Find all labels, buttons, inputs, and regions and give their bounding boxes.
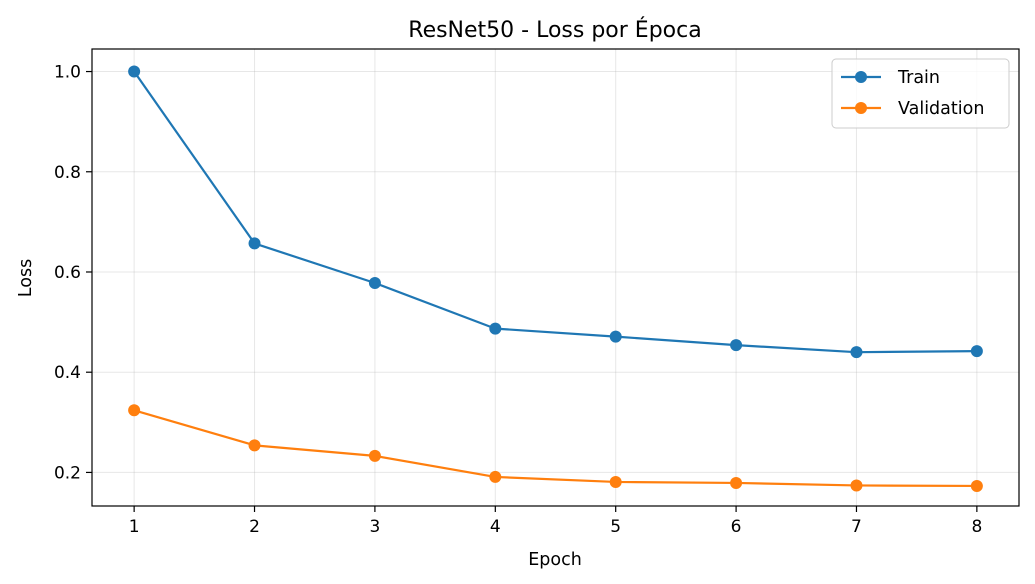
validation-point — [970, 479, 983, 492]
train-point — [609, 330, 622, 343]
train-point — [730, 339, 743, 352]
validation-series-line — [133, 409, 977, 488]
validation-point — [609, 475, 622, 488]
train-point — [970, 345, 983, 358]
x-axis-label: Epoch — [528, 550, 582, 570]
x-tick-label: 1 — [129, 517, 140, 537]
x-axis: 1 2 3 4 5 6 7 8 — [129, 506, 982, 537]
legend: Train Validation — [831, 58, 1010, 129]
validation-point — [489, 470, 502, 483]
validation-point — [850, 479, 863, 492]
validation-point — [128, 404, 141, 417]
validation-point — [730, 476, 743, 489]
train-point — [128, 65, 141, 78]
train-point — [489, 322, 502, 335]
train-series-line — [133, 70, 977, 354]
legend-validation-marker — [855, 102, 867, 114]
x-tick-label: 4 — [490, 517, 501, 537]
legend-validation-label: Validation — [898, 99, 984, 119]
train-point — [850, 346, 863, 359]
plot-frame — [91, 48, 1020, 507]
y-axis-label: Loss — [16, 259, 36, 297]
y-tick-label: 0.2 — [54, 463, 81, 483]
x-tick-label: 6 — [731, 517, 742, 537]
validation-point — [368, 449, 381, 462]
y-tick-label: 0.8 — [54, 163, 81, 183]
plot-series — [128, 65, 983, 492]
legend-train-label: Train — [897, 68, 940, 88]
validation-point — [248, 439, 261, 452]
x-tick-label: 2 — [249, 517, 260, 537]
y-tick-label: 0.4 — [54, 363, 81, 383]
train-point — [368, 277, 381, 290]
y-tick-label: 0.6 — [54, 263, 81, 283]
legend-train-marker — [855, 71, 867, 83]
x-tick-label: 3 — [370, 517, 381, 537]
x-tick-label: 7 — [851, 517, 862, 537]
x-tick-label: 8 — [971, 517, 982, 537]
x-tick-label: 5 — [610, 517, 621, 537]
y-axis: 0.2 0.4 0.6 0.8 1.0 — [54, 63, 92, 483]
chart-title: ResNet50 - Loss por Época — [408, 17, 701, 43]
y-tick-label: 1.0 — [54, 63, 81, 83]
train-point — [248, 237, 261, 250]
